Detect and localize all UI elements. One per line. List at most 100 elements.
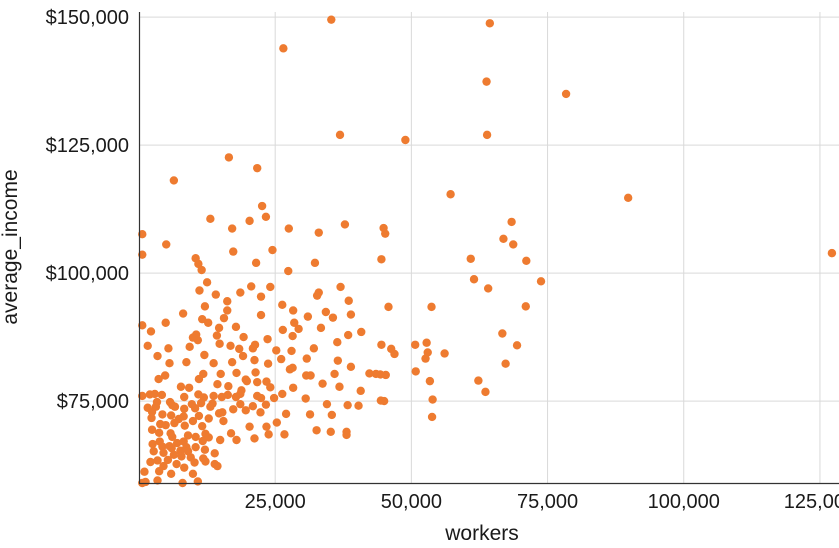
data-point <box>194 411 204 421</box>
data-point <box>509 240 518 249</box>
data-point <box>194 259 203 269</box>
data-point <box>180 421 189 430</box>
data-point <box>184 383 194 392</box>
data-point <box>166 411 176 420</box>
data-point <box>278 325 288 335</box>
data-point <box>206 402 215 411</box>
data-point <box>200 350 209 360</box>
data-point <box>623 193 633 203</box>
data-point <box>232 368 241 378</box>
data-point <box>163 455 173 465</box>
data-point <box>301 394 310 403</box>
data-point <box>245 216 254 226</box>
data-point <box>422 338 431 347</box>
data-point <box>377 340 386 349</box>
data-point <box>266 383 275 392</box>
data-point <box>147 407 157 417</box>
data-point <box>154 374 163 384</box>
data-point <box>191 442 200 452</box>
data-point <box>167 443 176 453</box>
data-point <box>827 248 837 258</box>
data-point <box>180 463 189 472</box>
data-point <box>169 176 179 185</box>
data-point <box>193 335 203 345</box>
data-point <box>485 19 495 28</box>
data-point <box>219 416 228 426</box>
data-point <box>150 389 159 399</box>
data-point <box>264 430 273 439</box>
x-tick-label: 100,000 <box>648 491 720 513</box>
data-point <box>333 338 342 347</box>
data-point <box>188 416 198 426</box>
data-point <box>561 89 571 99</box>
data-point <box>215 435 225 445</box>
data-point <box>263 334 272 344</box>
data-point <box>166 469 176 478</box>
data-point <box>193 477 203 486</box>
data-point <box>248 402 258 411</box>
data-point <box>499 234 508 243</box>
data-point <box>377 255 386 264</box>
data-point <box>536 277 546 286</box>
data-point <box>242 376 252 386</box>
data-point <box>200 445 210 454</box>
data-point <box>190 458 199 467</box>
data-point <box>336 282 345 292</box>
data-point <box>272 346 281 355</box>
data-point <box>421 354 430 363</box>
data-point <box>281 409 291 419</box>
data-point <box>236 399 245 409</box>
data-point <box>354 401 363 410</box>
data-point <box>253 163 262 173</box>
data-point <box>521 302 530 311</box>
data-point <box>211 290 221 299</box>
x-tick-label: 125,000 <box>784 491 839 513</box>
data-point <box>303 312 313 321</box>
data-point <box>284 266 293 276</box>
data-point <box>328 313 338 322</box>
data-point <box>306 371 315 380</box>
data-point <box>316 323 326 333</box>
data-point <box>288 331 297 341</box>
data-point <box>335 382 344 391</box>
data-point <box>232 435 241 445</box>
data-point <box>305 410 315 419</box>
data-point <box>201 457 210 466</box>
data-point <box>226 341 235 350</box>
data-point <box>147 425 157 434</box>
data-point <box>285 365 295 374</box>
data-point <box>213 379 222 389</box>
data-point <box>197 314 207 324</box>
data-point <box>310 258 320 268</box>
data-point <box>335 130 345 140</box>
data-point <box>266 282 275 292</box>
data-point <box>481 387 490 397</box>
data-point <box>197 265 206 275</box>
y-tick-label: $100,000 <box>46 263 129 285</box>
y-tick-label: $150,000 <box>46 7 129 29</box>
data-point <box>312 291 322 300</box>
data-point <box>194 374 204 384</box>
data-point <box>215 339 224 348</box>
data-point <box>381 370 390 380</box>
data-point <box>209 391 218 401</box>
data-point <box>236 288 245 297</box>
data-point <box>425 376 435 386</box>
data-point <box>312 426 321 435</box>
data-point <box>279 44 288 53</box>
data-point <box>178 309 188 318</box>
data-point <box>176 382 186 391</box>
grid <box>139 12 839 483</box>
data-point <box>231 322 241 332</box>
data-point <box>161 318 170 327</box>
data-point <box>287 346 296 356</box>
data-point <box>206 214 215 224</box>
data-point <box>180 392 189 402</box>
data-point <box>333 356 343 365</box>
data-point <box>269 393 279 403</box>
data-point <box>326 427 335 437</box>
data-point <box>390 349 399 359</box>
data-point <box>153 351 162 361</box>
data-point <box>229 247 238 256</box>
data-point <box>321 307 331 317</box>
